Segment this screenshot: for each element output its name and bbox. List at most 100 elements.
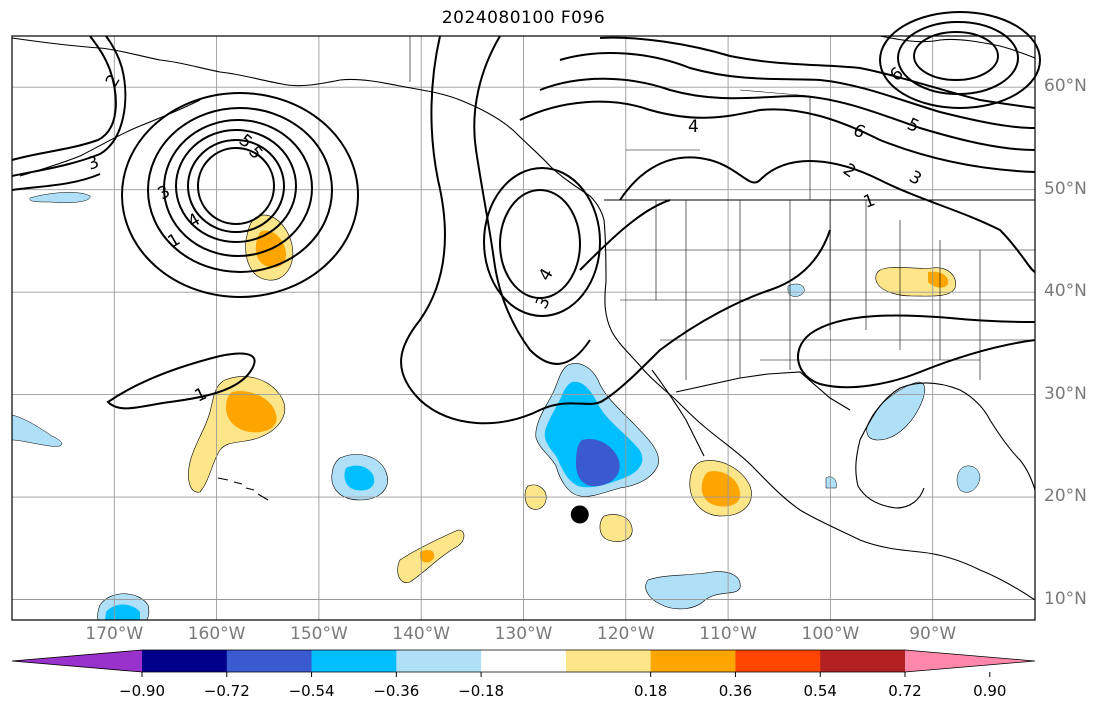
gulf-coast <box>859 382 1036 491</box>
cold-core-central-pacific <box>344 465 375 491</box>
contour-label: 1 <box>861 190 878 212</box>
contour-ring-4 <box>175 129 297 243</box>
colorbar-tick-label: 0.36 <box>718 682 753 700</box>
contour-left-1 <box>11 35 117 161</box>
latitude-label: 40°N <box>1044 281 1087 302</box>
longitude-label: 150°W <box>290 624 348 644</box>
colorbar-tick-label: 0.18 <box>633 682 668 700</box>
mexico-coast <box>705 427 1036 601</box>
cold-anomaly-caribbean <box>956 465 981 493</box>
state-borders <box>409 36 1035 380</box>
colorbar-swatch <box>142 650 228 672</box>
contour-label: 4 <box>185 210 204 233</box>
map-title: 2024080100 F096 <box>441 8 606 28</box>
cold-anomaly-south <box>645 571 741 610</box>
alaska-coast <box>11 37 605 221</box>
latitude-label: 20°N <box>1044 486 1087 507</box>
colorbar-extend-max <box>905 650 1035 672</box>
contour-ridge-1 <box>400 35 831 425</box>
contour-label: 3 <box>155 182 174 205</box>
contour-ring-3 <box>163 119 313 257</box>
colorbar-swatch <box>481 650 567 672</box>
cold-anomaly-left-edge <box>11 414 63 447</box>
colorbar-extend-min <box>12 650 142 672</box>
warm-core-hawaii <box>226 391 277 433</box>
contour-label: 3 <box>85 152 102 174</box>
warm-anomaly-small-b <box>599 514 633 542</box>
contour-label: 3 <box>906 167 925 190</box>
longitude-label: 90°W <box>909 624 957 644</box>
contour-ne-2 <box>897 21 1019 95</box>
contour-north-2 <box>539 77 1036 151</box>
longitude-label: 120°W <box>596 624 655 644</box>
yucatan <box>855 439 925 509</box>
colorbar <box>11 649 1036 677</box>
cold-anomaly-gulf-small <box>825 476 837 489</box>
contour-ne-3 <box>913 31 999 81</box>
longitude-label: 130°W <box>494 624 553 644</box>
longitude-label: 170°W <box>85 624 144 644</box>
contour-label: 4 <box>535 265 558 284</box>
colorbar-tick-label: −0.18 <box>458 682 505 700</box>
colorbar-tick-label: 0.72 <box>888 682 922 700</box>
colorbar-tick-label: −0.90 <box>119 682 165 700</box>
contour-closed-high-2 <box>499 189 581 299</box>
contour-ring-5 <box>187 139 285 233</box>
contour-label: 2 <box>839 160 859 183</box>
latitude-label: 30°N <box>1044 383 1087 404</box>
contour-closed-high-1 <box>483 167 601 317</box>
coastlines <box>11 35 1036 601</box>
graticule <box>12 36 1035 620</box>
contour-ridge-2 <box>473 35 591 365</box>
contour-north-5 <box>619 156 1036 273</box>
cold-core-baja <box>576 438 620 487</box>
longitude-label: 100°W <box>801 624 860 644</box>
contour-ne-1 <box>879 11 1041 109</box>
contour-ring-2 <box>147 107 333 273</box>
latitude-label: 60°N <box>1044 76 1087 97</box>
west-coast-us <box>603 219 707 429</box>
colorbar-tick-label: −0.72 <box>203 682 250 700</box>
cold-anomaly-gulf-of-mexico <box>866 381 926 441</box>
contour-label: 6 <box>850 120 868 143</box>
colorbar-swatch <box>565 650 652 672</box>
contour-ring-1 <box>121 92 359 298</box>
longitude-label: 140°W <box>392 624 451 644</box>
colorbar-swatch <box>650 650 736 672</box>
colorbar-swatch <box>735 650 821 672</box>
cold-anomaly-us-small <box>787 283 805 297</box>
contour-left-3 <box>11 173 101 191</box>
contour-north-3 <box>559 52 1036 129</box>
cold-core-bottom-left <box>105 604 140 620</box>
colorbar-tick-label: 0.90 <box>973 682 1007 700</box>
us-mexico-border <box>675 371 851 411</box>
colorbar-swatch <box>820 650 906 672</box>
colorbar-swatch <box>226 650 313 672</box>
contour-left-2 <box>11 35 127 177</box>
colorbar-swatch <box>396 650 482 672</box>
contour-north-1 <box>519 100 1036 173</box>
contour-label: 5 <box>904 114 922 137</box>
contour-north-4 <box>599 36 1036 109</box>
hawaii-islands <box>217 477 269 501</box>
cold-anomaly-small-west <box>29 192 91 203</box>
contour-north-6 <box>579 199 671 271</box>
contour-label: 1 <box>165 230 184 253</box>
contour-label: 4 <box>688 117 699 137</box>
warm-core-mexico-coast <box>701 471 741 507</box>
canada-north-coast <box>879 35 1036 59</box>
contour-lines <box>11 11 1041 425</box>
longitude-label: 160°W <box>187 624 246 644</box>
colorbar-swatch <box>311 650 397 672</box>
longitude-label: 110°W <box>699 624 757 644</box>
contour-southeast <box>797 314 1036 389</box>
colorbar-tick-label: 0.54 <box>803 682 837 700</box>
contour-ring-6 <box>197 147 275 225</box>
location-marker <box>570 505 589 524</box>
warm-core-streak <box>420 550 435 563</box>
colorbar-tick-label: −0.36 <box>373 682 420 700</box>
contour-hawaii <box>106 352 256 410</box>
latitude-label: 10°N <box>1044 588 1087 609</box>
colorbar-tick-label: −0.54 <box>288 682 335 700</box>
